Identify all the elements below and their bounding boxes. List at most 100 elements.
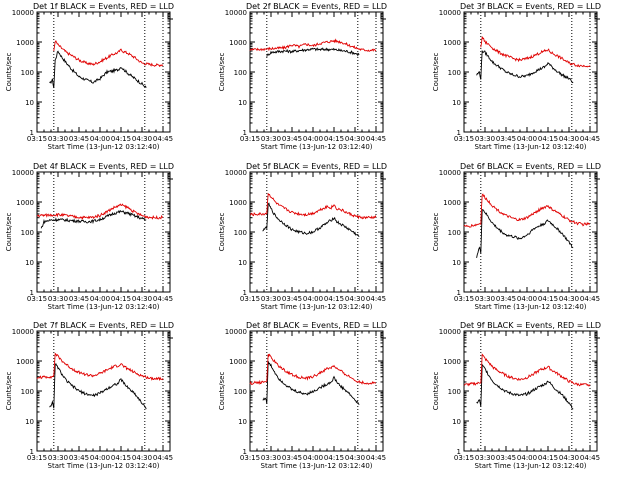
y-tick-label: 10 [25, 418, 34, 426]
series-line-lld [53, 39, 164, 68]
x-axis-label: Start Time (13-Jun-12 03:12:40) [475, 143, 587, 151]
x-tick-label: 04:30 [559, 135, 579, 143]
y-tick-label: 1000 [16, 199, 34, 207]
x-tick-label: 03:15 [27, 454, 47, 462]
y-tick-label: 1000 [443, 358, 461, 366]
x-tick-label: 03:45 [282, 135, 302, 143]
y-tick-label: 1 [243, 448, 247, 456]
y-tick-label: 10000 [12, 9, 34, 17]
x-axis-label: Start Time (13-Jun-12 03:12:40) [48, 303, 160, 311]
series-line-lld [36, 352, 164, 382]
x-tick-label: 04:15 [111, 295, 131, 303]
y-tick-label: 10000 [225, 9, 247, 17]
range-bracket [594, 13, 600, 20]
x-tick-label: 04:00 [517, 454, 537, 462]
y-tick-label: 10000 [12, 169, 34, 177]
y-tick-label: 10 [238, 259, 247, 267]
panel-title: Det 1f BLACK = Events, RED = LLD [33, 2, 174, 11]
y-tick-label: 100 [234, 388, 247, 396]
x-tick-label: 03:30 [475, 135, 495, 143]
range-bracket [380, 332, 386, 339]
y-tick-label: 1 [457, 129, 461, 137]
y-tick-label: 10 [452, 259, 461, 267]
y-axis-label: Counts/sec [218, 53, 226, 92]
x-tick-label: 04:15 [324, 454, 344, 462]
y-tick-label: 1 [243, 129, 247, 137]
x-axis-label: Start Time (13-Jun-12 03:12:40) [48, 462, 160, 470]
panel-title: Det 9f BLACK = Events, RED = LLD [460, 321, 601, 330]
range-bracket [380, 173, 386, 180]
y-tick-label: 10000 [439, 9, 461, 17]
x-tick-label: 04:30 [132, 295, 152, 303]
x-axis-label: Start Time (13-Jun-12 03:12:40) [261, 303, 373, 311]
y-axis-label: Counts/sec [5, 213, 13, 252]
range-bracket [167, 13, 173, 20]
y-tick-label: 10000 [439, 328, 461, 336]
y-axis-label: Counts/sec [218, 213, 226, 252]
plot-frame [249, 330, 384, 452]
panel-title: Det 3f BLACK = Events, RED = LLD [460, 2, 601, 11]
series-line-events [40, 209, 147, 229]
y-tick-label: 10 [452, 418, 461, 426]
x-tick-label: 04:45 [153, 454, 173, 462]
y-tick-label: 1000 [443, 39, 461, 47]
panel-title: Det 4f BLACK = Events, RED = LLD [33, 162, 174, 171]
x-tick-label: 03:45 [496, 135, 516, 143]
series-line-events [266, 47, 360, 57]
y-tick-label: 1000 [443, 199, 461, 207]
x-tick-label: 04:30 [345, 454, 365, 462]
y-tick-label: 100 [21, 388, 34, 396]
y-axis-label: Counts/sec [218, 372, 226, 411]
y-tick-label: 100 [234, 229, 247, 237]
x-tick-label: 04:15 [538, 135, 558, 143]
x-tick-label: 03:15 [240, 454, 260, 462]
y-axis-label: Counts/sec [432, 213, 440, 252]
x-tick-label: 04:45 [366, 135, 386, 143]
y-tick-label: 100 [448, 388, 461, 396]
x-tick-label: 04:45 [580, 135, 600, 143]
y-tick-label: 1 [30, 289, 34, 297]
y-tick-label: 10 [238, 99, 247, 107]
y-tick-label: 10 [25, 99, 34, 107]
series-line-lld [249, 192, 377, 220]
x-tick-label: 04:15 [538, 454, 558, 462]
range-bracket [167, 173, 173, 180]
x-tick-label: 04:45 [580, 454, 600, 462]
y-axis-label: Counts/sec [5, 372, 13, 411]
panel-det-9: Det 9f BLACK = Events, RED = LLD 1 10 100 10… [432, 321, 601, 470]
y-tick-label: 10000 [225, 169, 247, 177]
y-tick-label: 10 [452, 99, 461, 107]
x-tick-label: 04:30 [345, 135, 365, 143]
series-line-events [476, 49, 574, 84]
y-tick-label: 1 [457, 289, 461, 297]
x-tick-label: 04:15 [538, 295, 558, 303]
x-tick-label: 03:15 [240, 135, 260, 143]
x-tick-label: 04:00 [303, 295, 323, 303]
x-axis-label: Start Time (13-Jun-12 03:12:40) [48, 143, 160, 151]
x-tick-label: 03:45 [282, 295, 302, 303]
x-tick-label: 03:15 [454, 454, 474, 462]
y-tick-label: 10000 [225, 328, 247, 336]
plot-frame [249, 171, 384, 293]
y-tick-label: 1 [30, 129, 34, 137]
y-tick-label: 100 [234, 69, 247, 77]
x-tick-label: 03:45 [282, 454, 302, 462]
x-tick-label: 04:30 [132, 135, 152, 143]
y-tick-label: 10 [25, 259, 34, 267]
x-tick-label: 03:30 [475, 454, 495, 462]
x-tick-label: 03:45 [496, 295, 516, 303]
y-axis-label: Counts/sec [432, 372, 440, 411]
series-line-lld [463, 353, 591, 387]
x-tick-label: 04:30 [345, 295, 365, 303]
series-line-lld [480, 36, 591, 68]
series-line-events [262, 361, 360, 405]
x-tick-label: 03:45 [69, 295, 89, 303]
panel-det-1: Det 1f BLACK = Events, RED = LLD 1 10 100 10… [5, 2, 174, 151]
panel-det-7: Det 7f BLACK = Events, RED = LLD 1 10 100 10… [5, 321, 174, 470]
x-tick-label: 04:00 [90, 135, 110, 143]
y-axis-label: Counts/sec [5, 53, 13, 92]
range-bracket [167, 332, 173, 339]
y-tick-label: 1000 [229, 39, 247, 47]
x-tick-label: 03:30 [48, 135, 68, 143]
plot-frame [463, 330, 598, 452]
